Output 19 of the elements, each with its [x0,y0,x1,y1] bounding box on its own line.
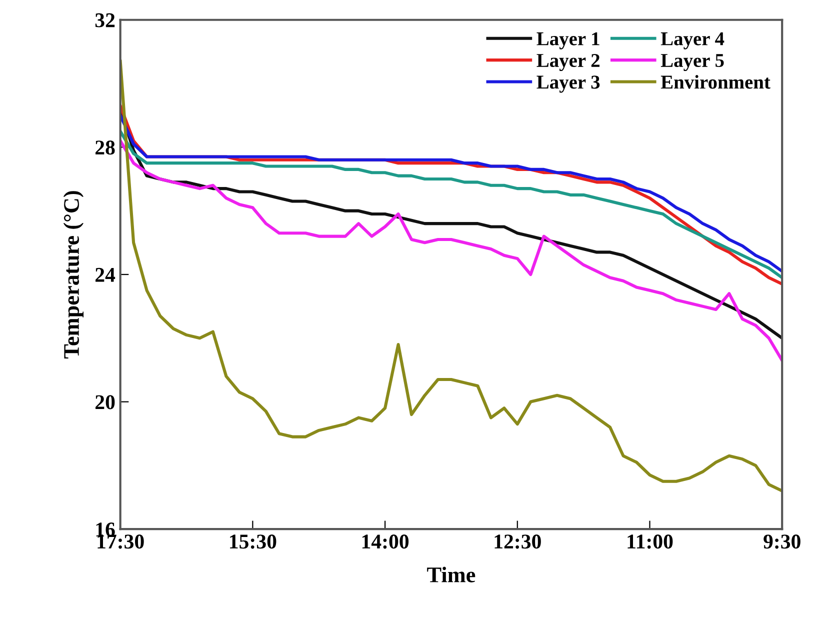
y-axis-title: Temperature (°C) [63,191,84,359]
y-tick-label: 24 [96,268,116,282]
legend-label: Layer 3 [536,76,600,93]
x-tick-label: 9:30 [764,534,800,549]
legend-label: Layer 2 [536,54,600,72]
y-tick-label: 32 [95,13,115,28]
legend-label: Layer 5 [660,54,724,72]
legend-label: Layer 4 [660,32,724,50]
x-tick-label: 12:30 [494,534,541,549]
x-tick-label: 17:30 [98,534,144,549]
y-tick-label: 20 [96,395,115,410]
x-tick-label: 15:30 [230,534,276,549]
line-series [120,139,782,362]
x-tick-label: 11:00 [628,534,673,549]
x-axis-title: Time [427,566,476,582]
y-tick-label: 28 [96,140,115,155]
x-tick-label: 14:00 [362,534,409,549]
legend-label: Environment [660,75,770,89]
legend-label: Layer 1 [536,32,600,50]
